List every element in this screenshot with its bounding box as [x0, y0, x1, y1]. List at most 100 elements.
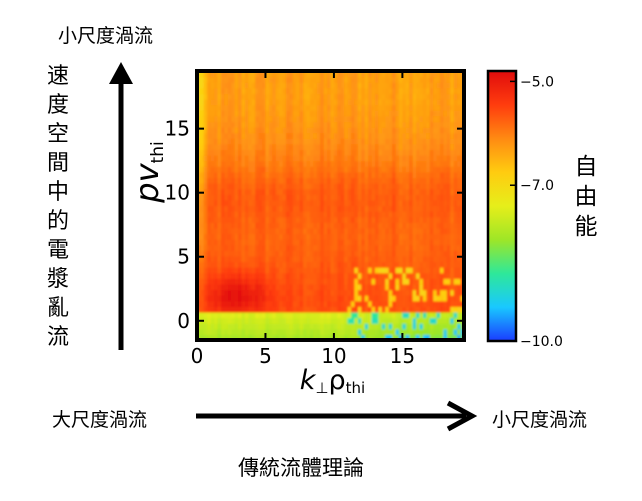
heatmap-cell [244, 267, 249, 274]
heatmap-cell [347, 272, 352, 279]
heatmap-cell [244, 311, 249, 319]
heatmap-cell [450, 82, 455, 89]
heatmap-cell [200, 160, 205, 167]
heatmap-cell [429, 82, 434, 89]
heatmap-cell [381, 250, 386, 257]
heatmap-cell [313, 166, 318, 173]
heatmap-cell [333, 244, 338, 251]
heatmap-cell [429, 93, 434, 100]
heatmap-cell [238, 76, 243, 83]
heatmap-cell [333, 306, 338, 313]
heatmap-cell [207, 283, 212, 291]
heatmap-cell [214, 82, 219, 89]
heatmap-cell [405, 283, 410, 291]
heatmap-cell [416, 244, 421, 251]
heatmap-cell [330, 261, 335, 268]
heatmap-cell [303, 334, 308, 340]
heatmap-cell [255, 110, 260, 117]
heatmap-cell [241, 300, 246, 307]
heatmap-cell [238, 110, 243, 117]
heatmap-cell [292, 205, 297, 212]
heatmap-cell [340, 99, 345, 106]
heatmap-cell [385, 149, 390, 156]
heatmap-cell [207, 300, 212, 307]
heatmap-cell [296, 250, 301, 257]
heatmap-cell [262, 82, 267, 89]
heatmap-cell [385, 93, 390, 100]
heatmap-cell [251, 127, 256, 134]
heatmap-cell [323, 272, 328, 279]
heatmap-cell [385, 283, 390, 291]
heatmap-cell [340, 261, 345, 268]
heatmap-cell [262, 143, 267, 151]
heatmap-cell [323, 155, 328, 162]
heatmap-cell [272, 334, 277, 340]
heatmap-cell [327, 244, 332, 251]
heatmap-cell [258, 334, 263, 340]
heatmap-cell [207, 115, 212, 123]
heatmap-cell [217, 93, 222, 100]
heatmap-cell [320, 211, 325, 218]
heatmap-cell [299, 177, 304, 184]
heatmap-cell [248, 149, 253, 156]
heatmap-cell [347, 205, 352, 212]
heatmap-cell [388, 222, 393, 229]
heatmap-cell [238, 289, 243, 296]
heatmap-cell [446, 115, 451, 123]
heatmap-cell [354, 227, 359, 235]
heatmap-cell [405, 177, 410, 184]
heatmap-cell [224, 272, 229, 279]
heatmap-cell [268, 216, 273, 223]
heatmap-cell [299, 171, 304, 179]
heatmap-cell [385, 199, 390, 207]
heatmap-cell [299, 300, 304, 307]
heatmap-cell [337, 104, 342, 111]
heatmap-cell [457, 143, 462, 151]
heatmap-cell [409, 244, 414, 251]
heatmap-cell [333, 188, 338, 195]
heatmap-cell [388, 104, 393, 111]
heatmap-cell [292, 311, 297, 319]
heatmap-cell [203, 323, 208, 330]
heatmap-cell [398, 222, 403, 229]
heatmap-cell [210, 283, 215, 291]
heatmap-cell [238, 311, 243, 319]
heatmap-cell [357, 183, 362, 190]
heatmap-cell [282, 171, 287, 179]
heatmap-cell [255, 267, 260, 274]
heatmap-cell [354, 267, 359, 274]
heatmap-cell [224, 211, 229, 218]
heatmap-cell [443, 127, 448, 134]
heatmap-cell [238, 255, 243, 263]
heatmap-cell [361, 71, 366, 78]
heatmap-cell [381, 261, 386, 268]
heatmap-cell [248, 199, 253, 207]
heatmap-cell [197, 87, 202, 95]
heatmap-cell [248, 289, 253, 296]
heatmap-cell [402, 104, 407, 111]
heatmap-cell [440, 76, 445, 83]
heatmap-cell [347, 211, 352, 218]
heatmap-cell [292, 82, 297, 89]
heatmap-cell [303, 87, 308, 95]
heatmap-cell [251, 143, 256, 151]
heatmap-cell [443, 177, 448, 184]
heatmap-cell [330, 177, 335, 184]
heatmap-cell [251, 93, 256, 100]
heatmap-cell [262, 138, 267, 145]
heatmap-cell [220, 216, 225, 223]
heatmap-cell [207, 104, 212, 111]
heatmap-cell [320, 99, 325, 106]
heatmap-cell [337, 155, 342, 162]
heatmap-cell [265, 194, 270, 201]
heatmap-cell [262, 104, 267, 111]
heatmap-cell [316, 115, 321, 123]
heatmap-cell [443, 295, 448, 302]
heatmap-cell [409, 199, 414, 207]
heatmap-cell [238, 82, 243, 89]
heatmap-cell [351, 300, 356, 307]
heatmap-cell [443, 216, 448, 223]
heatmap-cell [375, 328, 380, 335]
heatmap-cell [303, 306, 308, 313]
heatmap-cell [395, 255, 400, 263]
